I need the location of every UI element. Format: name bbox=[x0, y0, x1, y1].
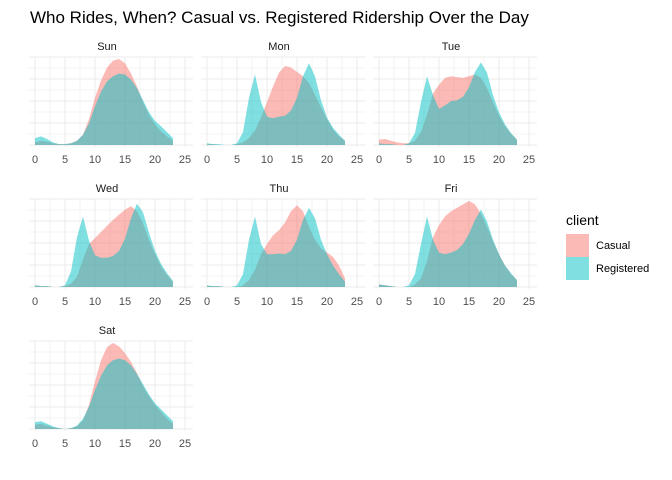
x-tick-label: 5 bbox=[406, 154, 412, 166]
x-tick-label: 20 bbox=[149, 154, 161, 166]
x-tick-label: 10 bbox=[433, 296, 445, 308]
x-tick-label: 25 bbox=[351, 296, 363, 308]
area-registered-thu bbox=[207, 207, 345, 287]
x-tick-label: 25 bbox=[351, 154, 363, 166]
area-registered-fri bbox=[379, 209, 517, 287]
facet-label-fri: Fri bbox=[445, 183, 458, 195]
x-tick-label: 15 bbox=[119, 438, 131, 450]
x-tick-label: 0 bbox=[32, 296, 38, 308]
x-tick-label: 20 bbox=[321, 154, 333, 166]
x-tick-label: 25 bbox=[179, 438, 191, 450]
x-tick-label: 0 bbox=[376, 296, 382, 308]
x-tick-label: 5 bbox=[62, 296, 68, 308]
x-tick-label: 25 bbox=[179, 296, 191, 308]
x-tick-label: 25 bbox=[523, 154, 535, 166]
x-tick-label: 5 bbox=[406, 296, 412, 308]
x-tick-label: 5 bbox=[62, 438, 68, 450]
area-registered-sun bbox=[35, 73, 173, 145]
area-registered-tue bbox=[379, 62, 517, 145]
x-tick-label: 0 bbox=[204, 154, 210, 166]
area-registered-mon bbox=[207, 63, 345, 145]
x-tick-label: 25 bbox=[523, 296, 535, 308]
facet-label-tue: Tue bbox=[442, 41, 461, 53]
x-tick-label: 5 bbox=[62, 154, 68, 166]
x-tick-label: 25 bbox=[179, 154, 191, 166]
legend-label-registered: Registered bbox=[596, 263, 649, 275]
facet-label-mon: Mon bbox=[268, 41, 289, 53]
x-tick-label: 0 bbox=[204, 296, 210, 308]
facet-label-sat: Sat bbox=[99, 325, 116, 337]
x-tick-label: 10 bbox=[89, 296, 101, 308]
x-tick-label: 0 bbox=[376, 154, 382, 166]
x-tick-label: 15 bbox=[291, 154, 303, 166]
x-tick-label: 0 bbox=[32, 438, 38, 450]
facet-label-wed: Wed bbox=[96, 183, 118, 195]
x-tick-label: 15 bbox=[463, 296, 475, 308]
x-tick-label: 15 bbox=[119, 154, 131, 166]
facet-label-sun: Sun bbox=[97, 41, 117, 53]
x-tick-label: 10 bbox=[261, 296, 273, 308]
x-tick-label: 10 bbox=[433, 154, 445, 166]
x-tick-label: 5 bbox=[234, 296, 240, 308]
x-tick-label: 20 bbox=[149, 438, 161, 450]
area-registered-sat bbox=[35, 358, 173, 429]
facet-label-thu: Thu bbox=[270, 183, 289, 195]
x-tick-label: 15 bbox=[291, 296, 303, 308]
x-tick-label: 20 bbox=[321, 296, 333, 308]
x-tick-label: 15 bbox=[463, 154, 475, 166]
x-tick-label: 5 bbox=[234, 154, 240, 166]
x-tick-label: 20 bbox=[493, 296, 505, 308]
x-tick-label: 20 bbox=[149, 296, 161, 308]
x-tick-label: 0 bbox=[32, 154, 38, 166]
x-tick-label: 10 bbox=[261, 154, 273, 166]
x-tick-label: 10 bbox=[89, 438, 101, 450]
legend-label-casual: Casual bbox=[596, 240, 630, 252]
x-tick-label: 20 bbox=[493, 154, 505, 166]
chart-title: Who Rides, When? Casual vs. Registered R… bbox=[30, 8, 529, 27]
legend-title: client bbox=[566, 212, 599, 228]
legend-key-casual bbox=[566, 234, 589, 257]
x-tick-label: 15 bbox=[119, 296, 131, 308]
x-tick-label: 10 bbox=[89, 154, 101, 166]
area-registered-wed bbox=[35, 203, 173, 287]
legend-key-registered bbox=[566, 257, 589, 280]
